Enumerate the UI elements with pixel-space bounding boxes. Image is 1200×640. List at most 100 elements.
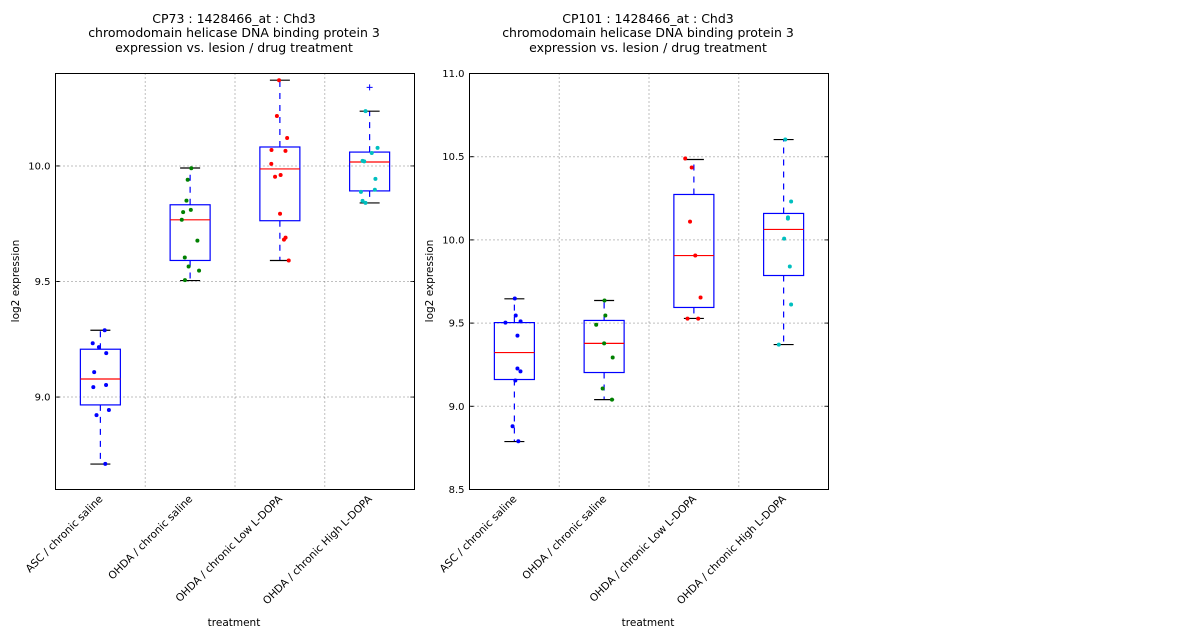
iqr-box [493, 322, 535, 381]
data-point [360, 198, 365, 203]
data-point [362, 159, 367, 164]
chart-title-line-3: expression vs. lesion / drug treatment [529, 40, 767, 55]
data-point [104, 383, 109, 388]
data-point [375, 145, 380, 150]
data-point [698, 295, 703, 300]
box-group [763, 137, 805, 347]
data-point [188, 207, 193, 212]
chart-title-line-1: CP73 : 1428466_at : Chd3 [152, 11, 316, 26]
x-tick-label: OHDA / chronic High L-DOPA [675, 493, 790, 608]
data-point [274, 114, 279, 119]
y-axis-label: log2 expression [424, 240, 436, 323]
outlier-marker [366, 84, 373, 91]
x-tick-label: OHDA / chronic Low L-DOPA [173, 493, 285, 605]
y-tick-label: 9.0 [449, 402, 465, 413]
data-point [516, 439, 521, 444]
data-point [787, 264, 792, 269]
y-tick-label: 10.0 [442, 235, 464, 246]
box-group [79, 328, 121, 466]
data-point [373, 176, 378, 181]
data-point [609, 397, 614, 402]
chart-cp73: CP73 : 1428466_at : Chd3 chromodomain he… [10, 11, 415, 629]
data-point [184, 198, 189, 203]
iqr-box [583, 319, 625, 374]
data-point [197, 268, 202, 273]
data-point [515, 333, 520, 338]
data-point [518, 369, 523, 374]
iqr-box [763, 212, 805, 277]
y-tick-label: 9.5 [35, 277, 51, 288]
y-tick-label: 11.0 [442, 69, 464, 80]
data-point [594, 322, 599, 327]
data-point [179, 217, 184, 222]
chart-title-line-2: chromodomain helicase DNA binding protei… [502, 25, 794, 40]
data-point [510, 424, 515, 429]
data-point [283, 148, 288, 153]
data-point [278, 211, 283, 216]
box-group [169, 166, 211, 283]
data-point [789, 302, 794, 307]
data-point [186, 264, 191, 269]
data-point [782, 236, 787, 241]
iqr-box [349, 151, 391, 192]
box-group [673, 156, 715, 321]
iqr-box [79, 348, 121, 406]
x-tick-label: OHDA / chronic High L-DOPA [261, 493, 376, 608]
data-point [602, 341, 607, 346]
data-point [182, 255, 187, 260]
iqr-box [169, 204, 211, 262]
x-axis-label: treatment [208, 617, 261, 629]
data-point [185, 177, 190, 182]
x-axis-label: treatment [622, 617, 675, 629]
y-tick-label: 10.0 [28, 161, 50, 172]
chart-cp101: CP101 : 1428466_at : Chd3 chromodomain h… [424, 11, 829, 629]
data-point [515, 366, 520, 371]
data-point [277, 78, 282, 83]
data-point [269, 161, 274, 166]
data-point [273, 174, 278, 179]
data-point [358, 189, 363, 194]
box-group [493, 296, 535, 444]
data-point [603, 313, 608, 318]
data-point [602, 298, 607, 303]
y-tick-label: 9.0 [35, 393, 51, 404]
data-point [106, 407, 111, 412]
data-point [90, 341, 95, 346]
plot-frame [469, 73, 829, 490]
data-point [513, 378, 518, 383]
data-point [285, 135, 290, 140]
x-tick-label: OHDA / chronic saline [520, 493, 609, 582]
data-point [783, 137, 788, 142]
data-point [369, 151, 374, 156]
y-tick-label: 9.5 [449, 319, 465, 330]
data-point [102, 328, 107, 333]
data-point [363, 109, 368, 114]
data-point [181, 210, 186, 215]
data-point [503, 320, 508, 325]
chart-title-line-1: CP101 : 1428466_at : Chd3 [562, 11, 733, 26]
data-point [286, 258, 291, 263]
data-point [696, 316, 701, 321]
data-point [372, 187, 377, 192]
data-point [94, 413, 99, 418]
data-point [182, 278, 187, 283]
data-point [104, 351, 109, 356]
chart-title-line-2: chromodomain helicase DNA binding protei… [88, 25, 380, 40]
iqr-box [259, 146, 301, 222]
data-point [685, 316, 690, 321]
data-point [281, 237, 286, 242]
data-point [518, 319, 523, 324]
data-point [91, 385, 96, 390]
iqr-box [673, 193, 715, 309]
y-tick-label: 8.5 [449, 485, 465, 496]
x-tick-label: OHDA / chronic Low L-DOPA [587, 493, 699, 605]
box-group [583, 298, 625, 402]
box-group [259, 78, 301, 263]
data-point [513, 313, 518, 318]
data-point [789, 199, 794, 204]
data-point [103, 461, 108, 466]
y-tick-label: 10.5 [442, 152, 464, 163]
data-point [689, 165, 694, 170]
data-point [610, 355, 615, 360]
